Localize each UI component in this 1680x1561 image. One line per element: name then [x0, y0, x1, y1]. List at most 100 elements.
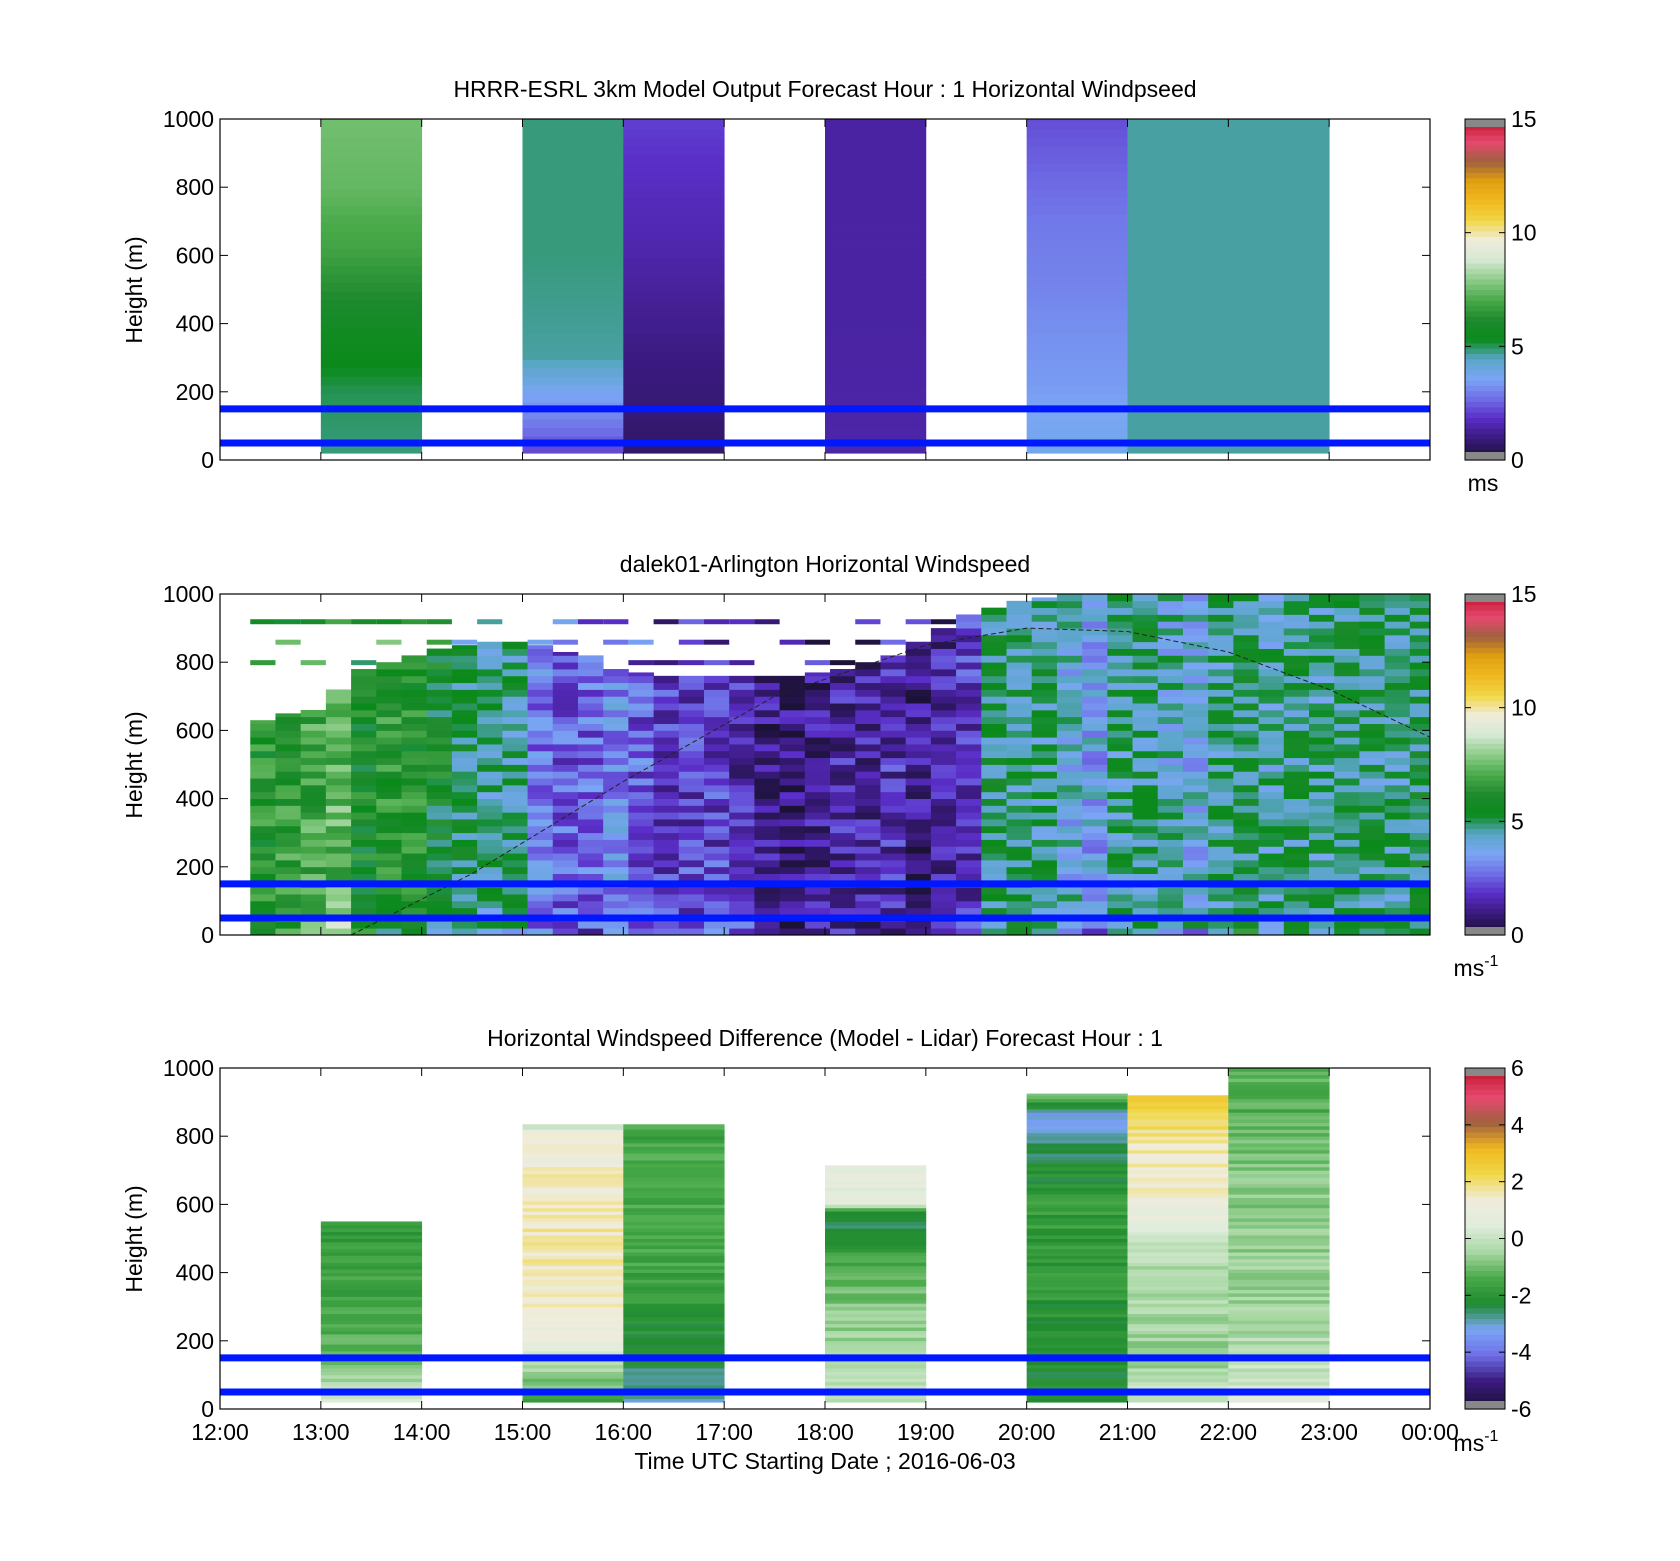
- heatmap-cell: [1359, 662, 1386, 670]
- heatmap-cell: [623, 1310, 725, 1314]
- heatmap-cell: [320, 1327, 423, 1331]
- heatmap-cell: [678, 764, 705, 772]
- heatmap-cell: [1127, 1102, 1229, 1106]
- heatmap-cell: [477, 716, 503, 724]
- heatmap-cell: [905, 839, 932, 847]
- heatmap-cell: [779, 900, 806, 909]
- heatmap-cell: [502, 655, 528, 663]
- heatmap-cell: [1132, 662, 1159, 670]
- heatmap-cell: [855, 744, 881, 752]
- heatmap-cell: [1127, 1132, 1229, 1137]
- heatmap-cell: [1384, 907, 1411, 915]
- heatmap-cell: [1157, 757, 1184, 765]
- heatmap-cell: [623, 154, 725, 164]
- heatmap-cell: [628, 744, 654, 752]
- heatmap-cell: [1127, 1231, 1229, 1236]
- colorbar-segment: [1465, 903, 1505, 909]
- heatmap-cell: [300, 784, 327, 793]
- heatmap-cell: [804, 784, 831, 793]
- heatmap-cell: [1026, 1136, 1128, 1141]
- heatmap-cell: [1233, 825, 1259, 834]
- heatmap-cell: [1283, 662, 1310, 670]
- heatmap-cell: [678, 894, 705, 902]
- colorbar-segment: [1465, 406, 1505, 413]
- heatmap-cell: [527, 798, 554, 806]
- heatmap-cell: [825, 205, 927, 215]
- heatmap-cell: [804, 819, 831, 827]
- heatmap-cell: [880, 812, 907, 820]
- heatmap-cell: [376, 928, 402, 935]
- heatmap-cell: [623, 1371, 725, 1376]
- heatmap-cell: [376, 784, 402, 793]
- heatmap-cell: [1258, 641, 1285, 649]
- heatmap-cell: [603, 778, 629, 786]
- heatmap-cell: [729, 853, 755, 861]
- heatmap-cell: [1435, 676, 1461, 683]
- heatmap-cell: [275, 873, 302, 881]
- heatmap-cell: [250, 825, 276, 834]
- heatmap-cell: [1127, 1313, 1229, 1318]
- colorbar-segment: [1465, 695, 1505, 702]
- panel-2-xticks: [219, 594, 1431, 935]
- heatmap-cell: [704, 873, 730, 881]
- heatmap-cell: [351, 853, 377, 861]
- heatmap-cell: [502, 662, 528, 670]
- heatmap-cell: [1359, 737, 1386, 745]
- heatmap-cell: [1228, 1337, 1330, 1342]
- heatmap-cell: [956, 791, 982, 799]
- heatmap-cell: [1228, 1085, 1330, 1089]
- heatmap-cell: [300, 812, 327, 820]
- heatmap-cell: [300, 764, 327, 772]
- heatmap-cell: [623, 1340, 725, 1345]
- heatmap-cell: [426, 723, 453, 731]
- heatmap-cell: [1026, 1323, 1128, 1328]
- heatmap-cell: [1182, 696, 1209, 704]
- heatmap-cell: [1056, 798, 1083, 806]
- heatmap-cell: [1334, 764, 1360, 772]
- heatmap-cell: [527, 894, 554, 902]
- heatmap-cell: [1228, 393, 1330, 403]
- heatmap-cell: [628, 839, 654, 847]
- heatmap-cell: [1435, 730, 1461, 737]
- heatmap-cell: [1258, 778, 1285, 786]
- heatmap-cell: [1334, 655, 1360, 663]
- heatmap-cell: [1006, 723, 1033, 731]
- heatmap-cell: [1309, 641, 1335, 649]
- heatmap-cell: [754, 805, 781, 813]
- heatmap-cell: [1127, 1173, 1229, 1178]
- heatmap-cell: [704, 778, 730, 786]
- colorbar-segment: [1465, 1105, 1505, 1112]
- heatmap-cell: [325, 873, 352, 881]
- heatmap-cell: [1359, 675, 1386, 684]
- heatmap-cell: [1006, 600, 1033, 609]
- heatmap-cell: [830, 805, 856, 813]
- heatmap-cell: [1258, 730, 1285, 738]
- heatmap-cell: [376, 798, 402, 806]
- heatmap-cell: [577, 894, 604, 902]
- heatmap-cell: [754, 764, 781, 772]
- heatmap-cell: [729, 737, 755, 745]
- heatmap-cell: [825, 1252, 927, 1256]
- heatmap-cell: [1026, 257, 1128, 267]
- heatmap-cell: [1026, 197, 1128, 207]
- heatmap-cell: [1026, 1105, 1128, 1110]
- heatmap-cell: [451, 723, 478, 731]
- heatmap-cell: [1334, 853, 1360, 861]
- heatmap-cell: [880, 839, 907, 847]
- heatmap-cell: [1132, 594, 1159, 602]
- heatmap-cell: [704, 764, 730, 772]
- heatmap-cell: [1031, 853, 1058, 861]
- heatmap-cell: [1026, 1112, 1128, 1117]
- heatmap-cell: [754, 703, 781, 711]
- heatmap-cell: [905, 669, 932, 677]
- heatmap-cell: [477, 689, 503, 697]
- heatmap-cell: [1258, 928, 1285, 935]
- heatmap-cell: [729, 921, 755, 929]
- heatmap-cell: [804, 682, 831, 690]
- heatmap-cell: [1182, 853, 1209, 861]
- heatmap-cell: [1157, 641, 1184, 649]
- heatmap-cell: [1208, 634, 1234, 643]
- heatmap-cell: [981, 634, 1007, 643]
- heatmap-cell: [1127, 316, 1229, 326]
- heatmap-cell: [1127, 1265, 1229, 1270]
